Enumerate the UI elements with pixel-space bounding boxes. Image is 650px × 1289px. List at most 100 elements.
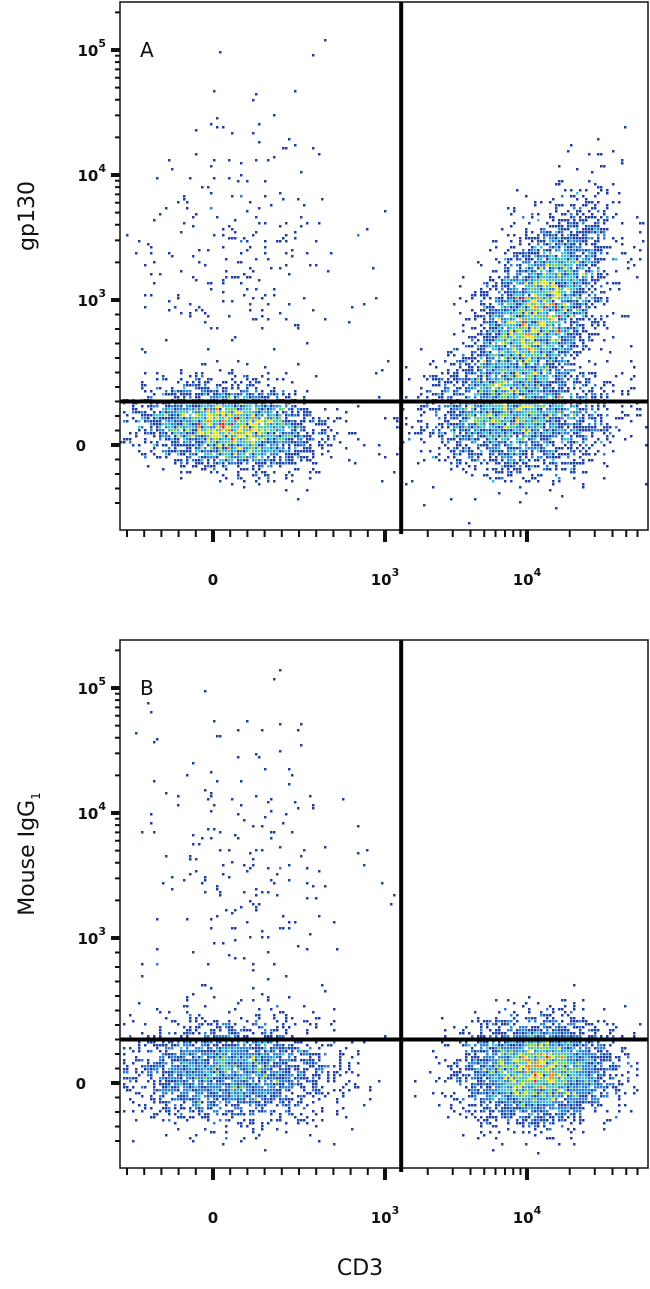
event-bin <box>516 252 519 255</box>
event-bin <box>513 459 516 462</box>
event-bin <box>318 423 321 426</box>
event-bin <box>513 348 516 351</box>
event-bin <box>216 1083 219 1086</box>
event-bin <box>549 339 552 342</box>
event-bin <box>207 282 210 285</box>
event-bin <box>153 447 156 450</box>
event-bin <box>426 390 429 393</box>
event-bin <box>279 456 282 459</box>
event-bin <box>588 270 591 273</box>
event-bin <box>270 453 273 456</box>
event-bin <box>573 243 576 246</box>
event-bin <box>579 297 582 300</box>
event-bin <box>471 360 474 363</box>
event-bin <box>534 333 537 336</box>
event-bin <box>519 438 522 441</box>
event-bin <box>408 378 411 381</box>
event-bin <box>501 303 504 306</box>
event-bin <box>525 480 528 483</box>
event-bin <box>537 315 540 318</box>
event-bin <box>228 1086 231 1089</box>
event-bin <box>234 414 237 417</box>
event-bin <box>309 1062 312 1065</box>
event-bin <box>213 1020 216 1023</box>
event-bin <box>534 459 537 462</box>
event-bin <box>192 411 195 414</box>
event-bin <box>537 351 540 354</box>
event-bin <box>552 441 555 444</box>
event-bin <box>564 384 567 387</box>
event-bin <box>330 444 333 447</box>
event-bin <box>513 342 516 345</box>
event-bin <box>240 414 243 417</box>
event-bin <box>489 447 492 450</box>
event-bin <box>177 444 180 447</box>
event-bin <box>480 381 483 384</box>
event-bin <box>540 333 543 336</box>
event-bin <box>603 291 606 294</box>
event-bin <box>459 438 462 441</box>
event-bin <box>417 462 420 465</box>
event-bin <box>525 366 528 369</box>
event-bin <box>252 987 255 990</box>
event-bin <box>552 342 555 345</box>
event-bin <box>258 459 261 462</box>
event-bin <box>510 321 513 324</box>
event-bin <box>645 444 648 447</box>
event-bin <box>492 390 495 393</box>
event-bin <box>543 369 546 372</box>
event-bin <box>558 282 561 285</box>
event-bin <box>306 450 309 453</box>
event-bin <box>525 450 528 453</box>
event-bin <box>459 360 462 363</box>
panel-letter: A <box>140 38 154 62</box>
event-bin <box>324 441 327 444</box>
event-bin <box>531 297 534 300</box>
event-bin <box>525 360 528 363</box>
event-bin <box>459 285 462 288</box>
event-bin <box>501 306 504 309</box>
event-bin <box>318 444 321 447</box>
event-bin <box>567 279 570 282</box>
event-bin <box>549 279 552 282</box>
event-bin <box>222 126 225 129</box>
event-bin <box>264 420 267 423</box>
event-bin <box>522 300 525 303</box>
event-bin <box>504 375 507 378</box>
event-bin <box>201 1062 204 1065</box>
event-bin <box>225 453 228 456</box>
event-bin <box>534 354 537 357</box>
event-bin <box>564 267 567 270</box>
event-bin <box>492 339 495 342</box>
event-bin <box>573 207 576 210</box>
event-bin <box>222 429 225 432</box>
event-bin <box>234 441 237 444</box>
event-bin <box>198 1077 201 1080</box>
event-bin <box>510 423 513 426</box>
event-bin <box>510 282 513 285</box>
event-bin <box>303 408 306 411</box>
event-bin <box>333 438 336 441</box>
event-bin <box>567 300 570 303</box>
event-bin <box>276 441 279 444</box>
event-bin <box>546 408 549 411</box>
event-bin <box>543 453 546 456</box>
event-bin <box>555 435 558 438</box>
event-bin <box>537 330 540 333</box>
event-bin <box>561 276 564 279</box>
event-bin <box>528 459 531 462</box>
event-bin <box>549 273 552 276</box>
event-bin <box>405 396 408 399</box>
event-bin <box>228 423 231 426</box>
event-bin <box>447 423 450 426</box>
event-bin <box>261 411 264 414</box>
event-bin <box>603 477 606 480</box>
event-bin <box>534 285 537 288</box>
event-bin <box>552 234 555 237</box>
event-bin <box>600 165 603 168</box>
event-bin <box>591 393 594 396</box>
event-bin <box>198 420 201 423</box>
event-bin <box>270 414 273 417</box>
event-bin <box>567 432 570 435</box>
event-bin <box>420 408 423 411</box>
